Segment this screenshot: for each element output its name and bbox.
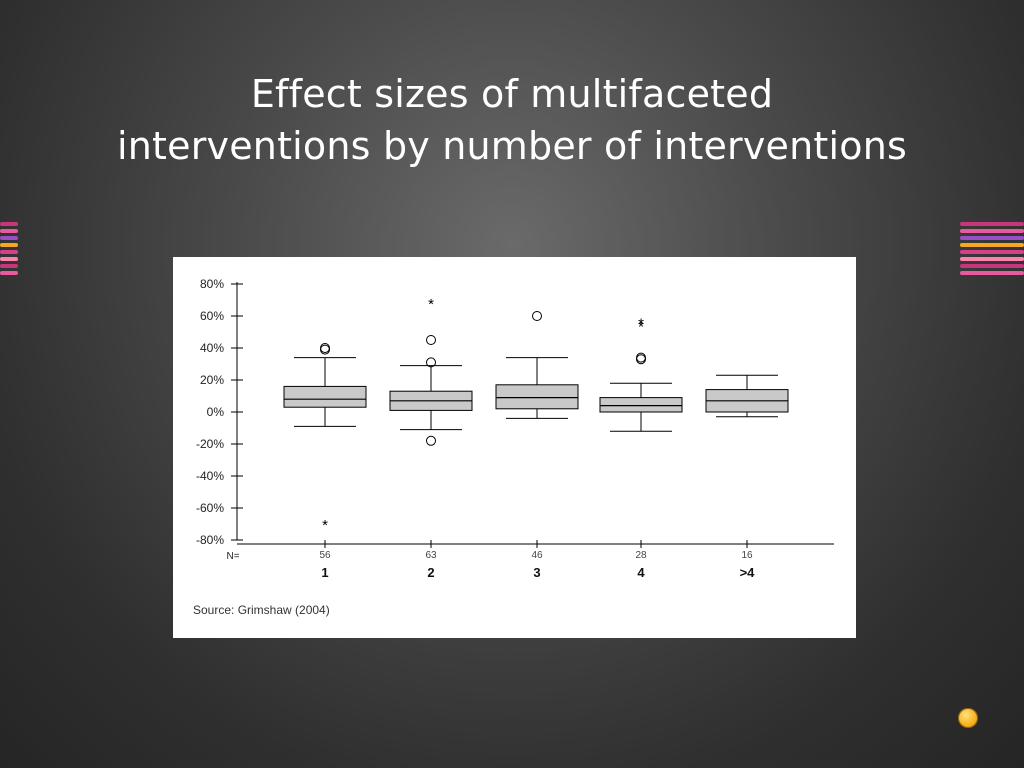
category-label: 1 [321, 565, 328, 580]
n-value-label: 63 [425, 550, 437, 561]
decorative-stripe [960, 271, 1024, 275]
slide-title: Effect sizes of multifaceted interventio… [0, 68, 1024, 172]
decorative-stripe [960, 250, 1024, 254]
category-label: 2 [427, 565, 434, 580]
chart-source: Source: Grimshaw (2004) [193, 603, 330, 617]
y-tick-label: 0% [207, 405, 225, 419]
decorative-stripes-right [960, 222, 1024, 278]
extreme-point: * [638, 319, 644, 336]
n-value-label: 28 [635, 550, 647, 561]
decorative-stripe [960, 264, 1024, 268]
outlier-point [426, 335, 436, 345]
box-iqr [495, 384, 579, 410]
decorative-stripe [960, 243, 1024, 247]
n-value-label: 16 [741, 550, 753, 561]
decorative-stripe [0, 222, 18, 226]
n-label: N= [226, 551, 239, 562]
decorative-stripe [0, 250, 18, 254]
decorative-stripe [960, 236, 1024, 240]
decorative-stripe [0, 264, 18, 268]
y-tick-label: -60% [196, 501, 224, 515]
y-tick-label: 60% [200, 309, 224, 323]
decorative-stripe [960, 229, 1024, 233]
outlier-point [320, 344, 330, 355]
y-tick-label: -20% [196, 437, 224, 451]
outlier-point [426, 435, 436, 446]
decorative-stripe [0, 271, 18, 275]
decorative-stripe [0, 236, 18, 240]
category-label: 4 [637, 565, 645, 580]
y-tick-label: -40% [196, 469, 224, 483]
extreme-point: * [322, 517, 328, 534]
outlier-point [636, 354, 646, 365]
outlier-point [426, 357, 436, 368]
decorative-stripe [960, 257, 1024, 261]
orange-orb-icon [958, 708, 978, 728]
decorative-stripe [0, 257, 18, 261]
extreme-point: * [428, 296, 434, 313]
n-value-label: 56 [319, 550, 331, 561]
box-iqr [283, 385, 367, 408]
boxplot-chart: 80% 60% 40% 20% 0% -20% -40% -60% -80%N= * 56 1 * 63 2… [196, 277, 834, 580]
decorative-stripe [0, 229, 18, 233]
chart-card: 80% 60% 40% 20% 0% -20% -40% -60% -80% N= * 56 1 * 63 2… [173, 257, 856, 638]
extreme-point: * [638, 315, 644, 332]
decorative-stripe [960, 222, 1024, 226]
y-tick-label: 20% [200, 373, 224, 387]
decorative-stripes-left [0, 222, 18, 278]
slide-title-line-2: interventions by number of interventions [116, 124, 908, 168]
category-label: >4 [740, 565, 756, 580]
y-tick-label: -80% [196, 533, 224, 547]
n-value-label: 46 [531, 550, 543, 561]
slide-title-line-1: Effect sizes of multifaceted [250, 72, 774, 116]
box-iqr [599, 397, 683, 413]
y-tick-label: 80% [200, 277, 224, 291]
y-tick-label: 40% [200, 341, 224, 355]
category-label: 3 [533, 565, 540, 580]
decorative-stripe [0, 243, 18, 247]
outlier-point [532, 311, 542, 321]
